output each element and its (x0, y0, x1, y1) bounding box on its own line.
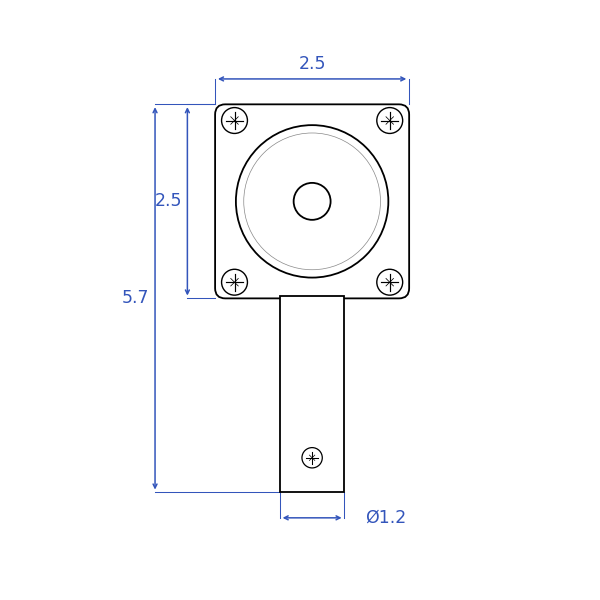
FancyBboxPatch shape (215, 104, 409, 298)
Bar (280, 296, 344, 493)
Text: 5.7: 5.7 (122, 289, 149, 307)
Text: 2.5: 2.5 (154, 193, 182, 211)
Text: Ø1.2: Ø1.2 (365, 509, 407, 527)
Text: 2.5: 2.5 (298, 55, 326, 73)
